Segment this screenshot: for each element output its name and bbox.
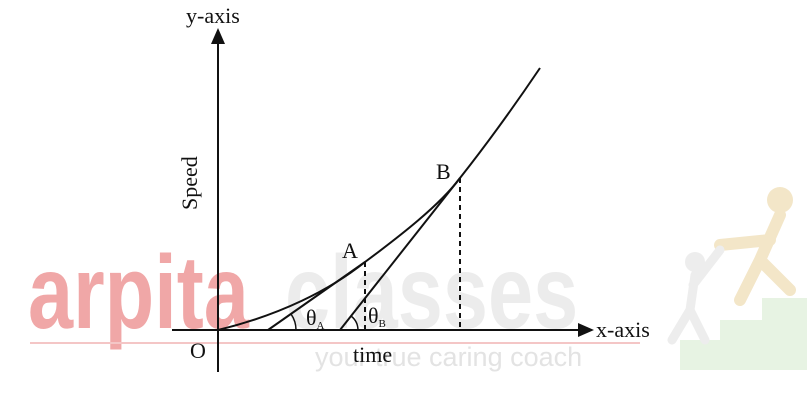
watermark: arpita classes your true caring coach (28, 187, 807, 372)
point-a: A (342, 238, 358, 263)
brand-1: arpita (28, 234, 250, 350)
y-arrow (211, 28, 225, 44)
y-title: Speed (177, 156, 202, 210)
y-axis-label: y-axis (186, 3, 240, 28)
logo (672, 187, 807, 370)
x-title: time (353, 342, 392, 367)
x-arrow (578, 323, 594, 337)
point-b: B (436, 159, 451, 184)
diagram: arpita classes your true caring coach y-… (0, 0, 807, 402)
brand-2: classes (285, 234, 578, 350)
x-axis-label: x-axis (596, 317, 650, 342)
origin-label: O (190, 338, 206, 363)
